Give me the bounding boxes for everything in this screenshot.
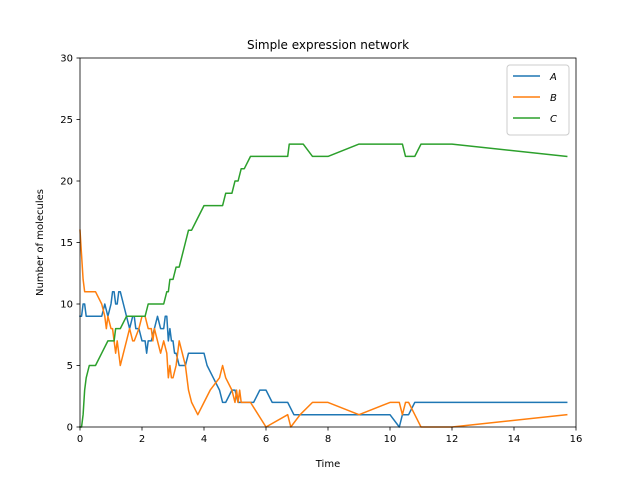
- y-tick-label: 10: [60, 300, 73, 311]
- plot-frame: [79, 57, 577, 428]
- y-axis: 0 5 10 15 20 25 30: [60, 54, 80, 434]
- legend: ABC: [506, 64, 570, 136]
- x-tick-label: 10: [384, 434, 397, 445]
- y-tick-label: 0: [67, 423, 73, 434]
- y-axis-label: Number of molecules: [35, 189, 46, 296]
- x-tick-label: 14: [508, 434, 521, 445]
- x-axis: 0 2 4 6 8 10 12 14 16: [77, 427, 583, 445]
- legend-label-C: C: [550, 114, 557, 125]
- series-line-B: [79, 229, 568, 428]
- x-tick-label: 6: [263, 434, 269, 445]
- y-tick-label: 15: [60, 238, 73, 249]
- x-tick-label: 16: [570, 434, 583, 445]
- series-line-A: [79, 290, 568, 428]
- x-tick-label: 2: [139, 434, 145, 445]
- y-tick-label: 20: [60, 177, 73, 188]
- y-tick-label: 30: [60, 54, 73, 65]
- plot-area: [79, 143, 568, 428]
- x-tick-label: 8: [325, 434, 331, 445]
- y-tick-label: 5: [67, 361, 73, 372]
- x-tick-label: 0: [77, 434, 83, 445]
- y-tick-label: 25: [60, 115, 73, 126]
- x-axis-label: Time: [315, 459, 340, 470]
- x-tick-label: 12: [446, 434, 459, 445]
- chart-title: Simple expression network: [247, 38, 409, 52]
- legend-label-A: A: [549, 72, 557, 83]
- x-tick-label: 4: [201, 434, 207, 445]
- legend-label-B: B: [550, 93, 557, 104]
- series-line-C: [79, 143, 568, 428]
